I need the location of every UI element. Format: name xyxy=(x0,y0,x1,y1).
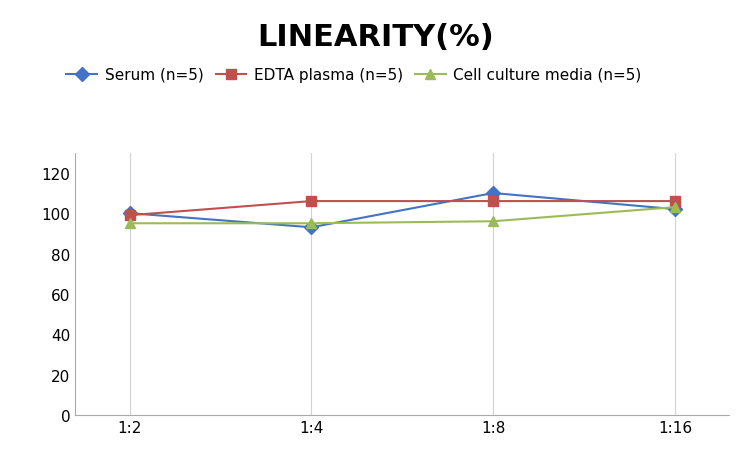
Serum (n=5) xyxy=(671,207,680,212)
Serum (n=5) xyxy=(307,225,316,230)
EDTA plasma (n=5) xyxy=(671,199,680,204)
Text: LINEARITY(%): LINEARITY(%) xyxy=(258,23,494,51)
Cell culture media (n=5) xyxy=(125,221,134,226)
Line: Serum (n=5): Serum (n=5) xyxy=(125,189,680,233)
Serum (n=5) xyxy=(489,191,498,196)
Serum (n=5) xyxy=(125,211,134,216)
EDTA plasma (n=5) xyxy=(489,199,498,204)
Cell culture media (n=5) xyxy=(671,205,680,210)
Cell culture media (n=5) xyxy=(307,221,316,226)
EDTA plasma (n=5) xyxy=(307,199,316,204)
Legend: Serum (n=5), EDTA plasma (n=5), Cell culture media (n=5): Serum (n=5), EDTA plasma (n=5), Cell cul… xyxy=(60,62,647,89)
EDTA plasma (n=5) xyxy=(125,213,134,218)
Cell culture media (n=5) xyxy=(489,219,498,225)
Line: Cell culture media (n=5): Cell culture media (n=5) xyxy=(125,203,680,229)
Line: EDTA plasma (n=5): EDTA plasma (n=5) xyxy=(125,197,680,221)
